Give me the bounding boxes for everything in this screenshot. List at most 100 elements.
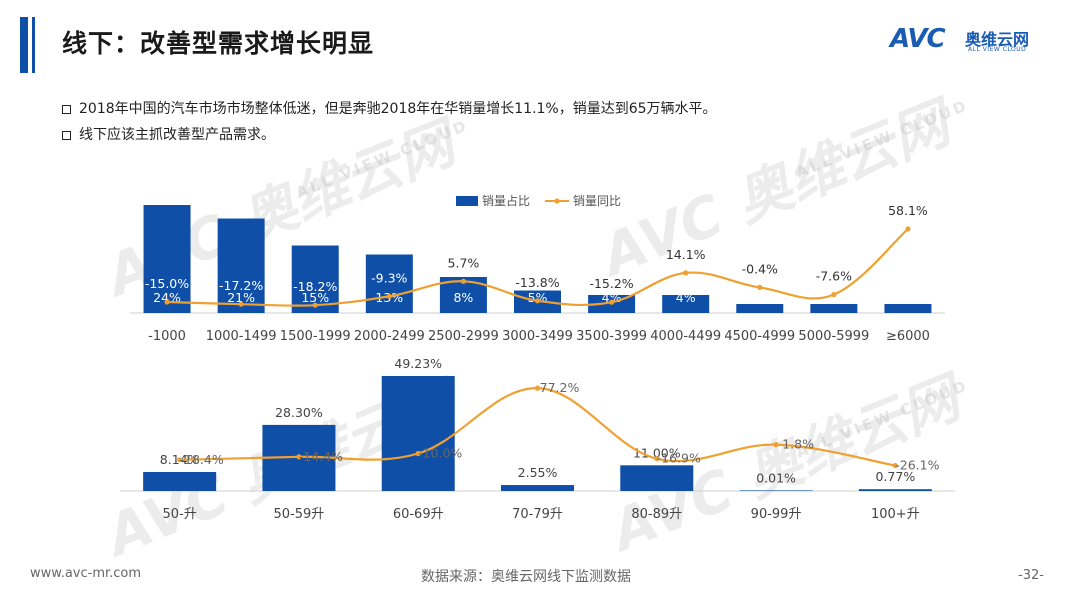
x-tick-label: 90-99升 bbox=[751, 507, 802, 522]
legend-line-marker bbox=[554, 198, 560, 204]
logo-mark: AVC bbox=[890, 24, 946, 54]
line-point bbox=[415, 450, 421, 457]
title-accent-bar-thin bbox=[32, 17, 35, 73]
x-tick-label: 80-89升 bbox=[631, 507, 682, 522]
x-tick-label: 50-升 bbox=[163, 507, 197, 522]
bar bbox=[291, 245, 339, 313]
line-point bbox=[177, 457, 183, 463]
bar bbox=[662, 295, 710, 313]
x-tick-label: 2000-2499 bbox=[354, 329, 425, 344]
bar bbox=[739, 490, 813, 491]
line-data-label: -26.1% bbox=[895, 458, 939, 473]
line-data-label: 58.1% bbox=[888, 203, 928, 218]
footer-source: 数据来源：奥维云网线下监测数据 bbox=[421, 569, 631, 585]
line-point bbox=[831, 292, 837, 298]
line-point bbox=[654, 456, 660, 462]
line-data-label: 14.1% bbox=[666, 247, 706, 262]
bar bbox=[810, 304, 858, 313]
line-data-label: 1.8% bbox=[782, 437, 814, 452]
line-data-label: -17.2% bbox=[219, 278, 263, 293]
line-data-label: -18.4% bbox=[180, 452, 224, 467]
bar-data-label: 28.30% bbox=[275, 405, 323, 420]
legend-bar-label: 销量占比 bbox=[482, 193, 530, 208]
line-point bbox=[757, 284, 763, 290]
bullet-item: 线下应该主抓改善型产品需求。 bbox=[62, 122, 717, 148]
line-data-label: -0.4% bbox=[742, 261, 778, 276]
bar bbox=[365, 254, 413, 313]
page-title: 线下：改善型需求增长明显 bbox=[62, 29, 375, 58]
bar bbox=[501, 485, 574, 491]
bar-data-label: 2% bbox=[824, 290, 844, 305]
x-tick-label: 60-69升 bbox=[393, 507, 444, 522]
line-data-label: -13.8% bbox=[515, 275, 559, 290]
line-data-label: -15.0% bbox=[145, 276, 189, 291]
square-bullet-icon bbox=[62, 130, 71, 140]
line-point bbox=[460, 278, 467, 284]
line-point bbox=[608, 299, 615, 305]
series-line bbox=[167, 228, 909, 307]
square-bullet-icon bbox=[62, 104, 71, 114]
logo-english-name: ALL VIEW CLOUD bbox=[968, 46, 1027, 53]
x-tick-label: 3000-3499 bbox=[502, 329, 573, 344]
line-data-label: -10.0% bbox=[418, 446, 462, 461]
logo-chinese-name: 奥维云网 bbox=[965, 30, 1030, 49]
title-accent-bar bbox=[20, 17, 28, 73]
bar-data-label: 2% bbox=[898, 290, 918, 305]
bar-data-label: 4% bbox=[676, 290, 696, 305]
x-tick-label: 70-79升 bbox=[512, 507, 563, 522]
x-tick-label: 1000-1499 bbox=[206, 329, 277, 344]
line-data-label: -9.3% bbox=[371, 270, 407, 285]
line-point bbox=[164, 299, 170, 305]
line-point bbox=[386, 293, 392, 299]
bar bbox=[381, 376, 455, 491]
line-point bbox=[892, 462, 898, 469]
line-data-label: 5.7% bbox=[448, 255, 480, 270]
bar bbox=[217, 218, 265, 313]
line-data-label: -16.9% bbox=[657, 451, 701, 466]
line-point bbox=[534, 298, 541, 304]
x-tick-label: 50-59升 bbox=[274, 507, 325, 522]
footer-website[interactable]: www.avc-mr.com bbox=[30, 566, 142, 581]
bar-data-label: 0.01% bbox=[756, 470, 796, 485]
line-point bbox=[312, 302, 318, 308]
line-point bbox=[683, 270, 689, 276]
bullet-text: 2018年中国的汽车市场市场整体低迷，但是奔驰2018年在华销量增长11.1%，… bbox=[79, 101, 717, 117]
legend-bar-swatch bbox=[456, 196, 478, 206]
bar-data-label: 15% bbox=[301, 290, 329, 305]
x-tick-label: 2500-2999 bbox=[428, 329, 499, 344]
bar bbox=[884, 304, 932, 313]
bullet-list: 2018年中国的汽车市场市场整体低迷，但是奔驰2018年在华销量增长11.1%，… bbox=[62, 96, 717, 148]
bar-data-label: 0.77% bbox=[875, 469, 915, 484]
line-point bbox=[773, 442, 779, 448]
bar bbox=[736, 304, 784, 313]
bullet-item: 2018年中国的汽车市场市场整体低迷，但是奔驰2018年在华销量增长11.1%，… bbox=[62, 96, 717, 122]
bullet-text: 线下应该主抓改善型产品需求。 bbox=[79, 127, 275, 143]
line-data-label: -7.6% bbox=[816, 269, 852, 284]
bar-data-label: 8% bbox=[453, 290, 473, 305]
x-tick-label: ≥6000 bbox=[886, 329, 930, 344]
line-data-label: 77.2% bbox=[540, 380, 580, 395]
line-point bbox=[534, 385, 541, 391]
bar bbox=[143, 471, 217, 491]
line-point bbox=[296, 454, 302, 460]
line-point bbox=[905, 226, 911, 232]
footer-page-number: -32- bbox=[1018, 568, 1044, 583]
bar-data-label: 11.00% bbox=[633, 445, 681, 460]
bar bbox=[620, 465, 694, 491]
x-tick-label: 1500-1999 bbox=[280, 329, 351, 344]
x-tick-label: 3500-3999 bbox=[576, 329, 647, 344]
x-tick-label: 100+升 bbox=[871, 507, 920, 522]
line-data-label: -15.2% bbox=[589, 276, 633, 291]
x-tick-label: 4000-4499 bbox=[650, 329, 721, 344]
line-data-label: -14.4% bbox=[299, 449, 343, 464]
bar bbox=[143, 205, 191, 313]
bar-data-label: 49.23% bbox=[394, 356, 442, 371]
bar-data-label: 2.55% bbox=[518, 465, 558, 480]
bar bbox=[858, 489, 932, 491]
x-tick-label: 5000-5999 bbox=[798, 329, 869, 344]
line-data-label: -18.2% bbox=[293, 279, 337, 294]
x-tick-label: -1000 bbox=[148, 329, 186, 344]
line-point bbox=[238, 301, 244, 307]
bar-data-label: 2% bbox=[750, 290, 770, 305]
